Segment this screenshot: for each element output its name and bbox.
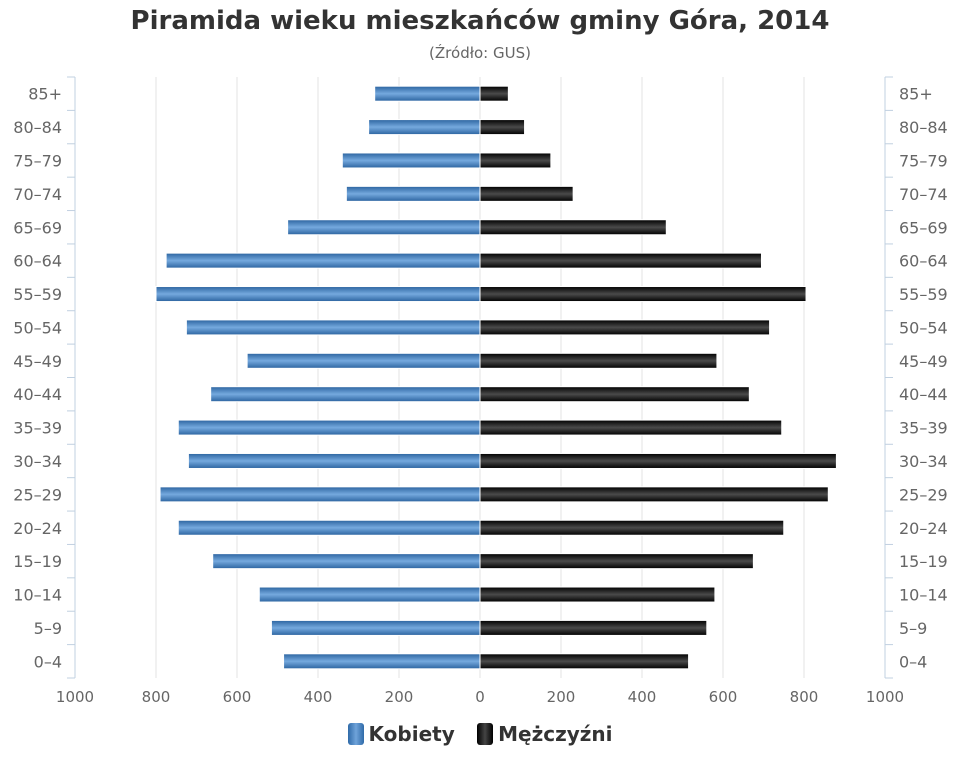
bar-male	[479, 286, 807, 303]
category-label-right: 80–84	[899, 118, 948, 137]
bar-female	[287, 219, 481, 236]
category-label-right: 20–24	[899, 519, 948, 538]
category-label-left: 60–64	[13, 252, 62, 271]
category-label-left: 30–34	[13, 452, 62, 471]
category-label-left: 15–19	[13, 552, 62, 571]
bar-male	[479, 386, 750, 403]
bar-female	[177, 419, 481, 436]
bar-female	[165, 252, 481, 269]
bar-male	[479, 219, 667, 236]
bar-male	[479, 319, 771, 336]
category-label-left: 45–49	[13, 352, 62, 371]
bar-male	[479, 185, 574, 202]
bar-male	[479, 653, 690, 670]
bar-female	[345, 185, 481, 202]
category-label-right: 65–69	[899, 218, 948, 237]
bar-male	[479, 553, 754, 570]
x-tick-label: 800	[790, 688, 819, 706]
category-label-right: 15–19	[899, 552, 948, 571]
bar-male	[479, 419, 783, 436]
category-label-right: 70–74	[899, 185, 948, 204]
tick-labels: 1000 800 600 400 200 0 200 400 600 800 1000 85+ 85+ 8…	[13, 85, 947, 706]
category-label-right: 40–44	[899, 385, 948, 404]
category-label-right: 60–64	[899, 252, 948, 271]
category-label-right: 5–9	[899, 619, 927, 638]
x-tick-label: 600	[709, 688, 738, 706]
legend-label-female: Kobiety	[368, 722, 455, 746]
chart-subtitle: (Źródło: GUS)	[429, 44, 531, 62]
legend-swatch-female	[347, 723, 364, 745]
bar-male	[479, 486, 829, 503]
x-tick-label: 400	[628, 688, 657, 706]
bar-male	[479, 85, 509, 102]
x-tick-label: 800	[142, 688, 171, 706]
x-tick-label: 0	[475, 688, 485, 706]
category-label-left: 0–4	[34, 652, 62, 671]
category-label-left: 65–69	[13, 218, 62, 237]
category-label-left: 20–24	[13, 519, 62, 538]
bar-female	[246, 352, 481, 369]
legend: Kobiety Mężczyźni	[0, 722, 960, 750]
bar-female	[210, 386, 481, 403]
bar-female	[368, 119, 481, 136]
axes	[67, 76, 893, 679]
bar-female	[185, 319, 481, 336]
category-label-left: 5–9	[34, 619, 62, 638]
category-label-right: 50–54	[899, 318, 948, 337]
x-tick-label: 600	[223, 688, 252, 706]
bar-male	[479, 119, 526, 136]
category-label-left: 55–59	[13, 285, 62, 304]
category-label-left: 50–54	[13, 318, 62, 337]
bar-female	[341, 152, 481, 169]
bar-male	[479, 452, 837, 469]
bars	[155, 85, 837, 670]
bar-female	[283, 653, 481, 670]
bar-female	[374, 85, 481, 102]
category-label-left: 35–39	[13, 419, 62, 438]
x-tick-label: 200	[385, 688, 414, 706]
bar-male	[479, 152, 552, 169]
bar-male	[479, 352, 718, 369]
category-label-left: 25–29	[13, 485, 62, 504]
category-label-right: 25–29	[899, 485, 948, 504]
legend-swatch-male	[477, 723, 494, 745]
legend-label-male: Mężczyźni	[498, 722, 613, 746]
legend-item-male[interactable]: Mężczyźni	[477, 722, 612, 746]
category-label-left: 70–74	[13, 185, 62, 204]
x-tick-label: 400	[304, 688, 333, 706]
chart-title: Piramida wieku mieszkańców gminy Góra, 2…	[130, 6, 830, 36]
category-label-left: 10–14	[13, 586, 62, 605]
category-label-left: 80–84	[13, 118, 62, 137]
category-label-right: 45–49	[899, 352, 948, 371]
bar-male	[479, 586, 716, 603]
bar-male	[479, 519, 785, 536]
bar-female	[177, 519, 481, 536]
x-tick-label: 200	[547, 688, 576, 706]
category-label-right: 30–34	[899, 452, 948, 471]
bar-female	[212, 553, 481, 570]
category-label-right: 85+	[899, 85, 933, 104]
category-label-right: 75–79	[899, 151, 948, 170]
category-label-left: 75–79	[13, 151, 62, 170]
category-label-left: 40–44	[13, 385, 62, 404]
bar-male	[479, 619, 708, 636]
category-label-right: 55–59	[899, 285, 948, 304]
category-label-left: 85+	[28, 85, 62, 104]
category-label-right: 35–39	[899, 419, 948, 438]
bar-female	[155, 286, 481, 303]
category-label-right: 10–14	[899, 586, 948, 605]
bar-female	[187, 452, 481, 469]
bar-female	[159, 486, 481, 503]
bar-female	[270, 619, 481, 636]
legend-item-female[interactable]: Kobiety	[347, 722, 455, 746]
x-tick-label: 1000	[56, 688, 94, 706]
bar-male	[479, 252, 762, 269]
bar-female	[258, 586, 481, 603]
x-tick-label: 1000	[866, 688, 904, 706]
category-label-right: 0–4	[899, 652, 927, 671]
